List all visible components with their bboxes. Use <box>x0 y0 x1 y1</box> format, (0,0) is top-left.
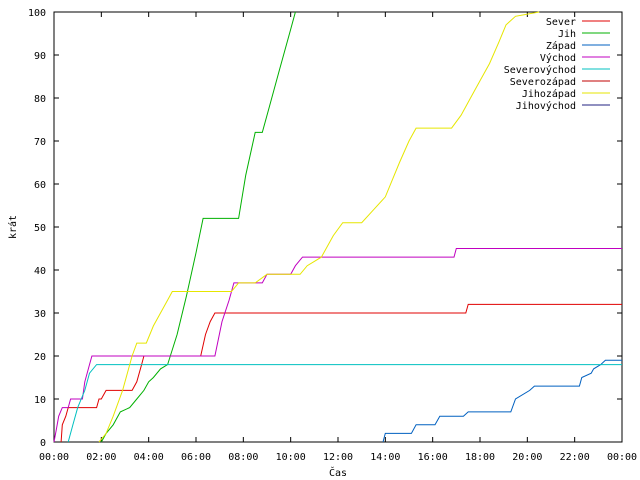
series-line-vychod <box>53 248 622 443</box>
x-tick-label: 20:00 <box>512 452 542 463</box>
legend-label-jihovychod: Jihovýchod <box>516 100 576 112</box>
x-tick-label: 18:00 <box>465 452 495 463</box>
x-tick-label: 06:00 <box>181 452 211 463</box>
series-line-severovychod <box>67 364 622 443</box>
legend-label-sever: Sever <box>546 17 576 28</box>
y-tick-label: 50 <box>34 223 46 234</box>
x-axis-ticks: 00:00 02:00 04:00 06:00 08:00 10:00 12:00 14:00… <box>39 12 637 463</box>
legend-label-severovychod: Severovýchod <box>504 64 576 76</box>
legend-label-jihozapad: Jihozápad <box>522 88 576 100</box>
y-tick-label: 100 <box>28 8 46 19</box>
x-tick-label: 08:00 <box>228 452 258 463</box>
y-tick-label: 60 <box>34 180 46 191</box>
x-tick-label: 02:00 <box>86 452 116 463</box>
y-tick-label: 80 <box>34 94 46 105</box>
x-tick-label: 00:00 <box>607 452 637 463</box>
y-tick-label: 20 <box>34 352 46 363</box>
y-tick-label: 70 <box>34 137 46 148</box>
legend-label-zapad: Západ <box>546 40 576 52</box>
legend-label-vychod: Východ <box>540 52 576 64</box>
y-tick-label: 10 <box>34 395 46 406</box>
legend-label-jih: Jih <box>558 29 576 40</box>
y-axis-ticks: 0 10 20 30 40 50 60 70 80 90 100 <box>28 8 622 449</box>
legend: SeverJihZápadVýchodSeverovýchodSeverozáp… <box>504 17 610 112</box>
y-tick-label: 0 <box>40 438 46 449</box>
x-tick-label: 14:00 <box>370 452 400 463</box>
series-line-sever <box>60 303 622 443</box>
legend-label-severozapad: Severozápad <box>510 76 576 88</box>
series-line-jihozapad <box>98 11 540 443</box>
y-tick-label: 40 <box>34 266 46 277</box>
x-tick-label: 12:00 <box>323 452 353 463</box>
series-layer <box>53 11 622 443</box>
y-axis-label: krát <box>7 215 19 239</box>
series-line-jih <box>100 11 296 443</box>
x-tick-label: 00:00 <box>39 452 69 463</box>
y-tick-label: 90 <box>34 51 46 62</box>
x-tick-label: 16:00 <box>418 452 448 463</box>
x-tick-label: 04:00 <box>134 452 164 463</box>
series-line-zapad <box>382 359 622 443</box>
y-tick-label: 30 <box>34 309 46 320</box>
x-tick-label: 10:00 <box>276 452 306 463</box>
x-axis-label: Čas <box>329 466 347 479</box>
x-tick-label: 22:00 <box>560 452 590 463</box>
